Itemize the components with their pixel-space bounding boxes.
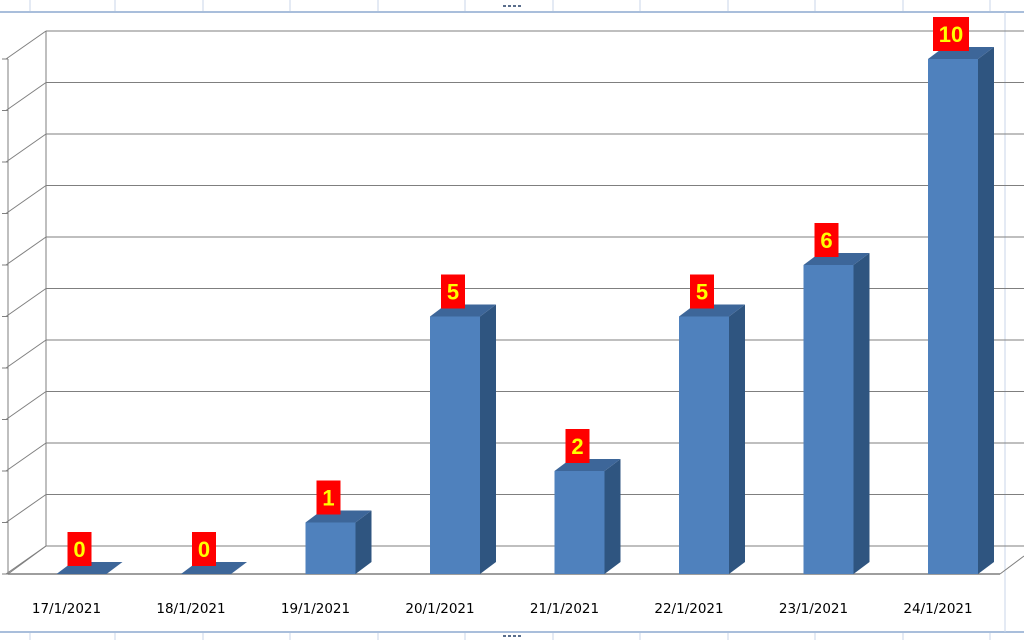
bar-front [305,522,356,574]
x-tick-label: 24/1/2021 [903,601,972,617]
chart-bars [56,47,994,574]
data-label-box [316,480,341,515]
data-label-box [814,223,839,257]
data-label-text: 2 [571,434,583,459]
data-label-text: 5 [696,280,708,305]
resize-handle-dot [503,5,506,7]
bar-front [803,265,854,574]
data-label: 5 [441,274,465,309]
data-label-box [67,532,92,566]
data-label: 6 [814,223,839,257]
resize-handle[interactable] [503,635,521,637]
bar-side [604,459,621,574]
data-label: 10 [933,17,969,51]
bar [554,459,621,574]
data-label-box [441,274,465,309]
data-label-text: 0 [73,537,85,562]
resize-handle-dot [508,635,511,637]
data-label-text: 6 [820,228,832,253]
x-tick-label: 22/1/2021 [654,601,723,617]
bar [928,47,994,574]
data-label: 1 [316,480,341,515]
data-label: 2 [565,429,590,463]
bar [679,304,745,574]
gridline-side [5,494,47,523]
data-label-box [565,429,590,463]
x-axis-tick-labels: 17/1/2021 18/1/2021 19/1/2021 20/1/2021 21/1… [32,601,973,617]
data-label-text: 1 [322,486,334,511]
data-label: 5 [690,274,714,309]
gridline-side [5,185,47,214]
resize-handle-dot [513,635,516,637]
resize-handle-dot [518,5,521,7]
data-labels: 0 0 1 5 2 5 6 10 [67,17,969,566]
bar [803,253,870,574]
bar-side [978,47,994,574]
gridline-side [5,545,47,575]
gridline-side [5,30,47,60]
bar-front [679,316,729,574]
data-label-text: 5 [447,280,459,305]
gridline-side [5,82,47,111]
resize-handle-dot [513,5,516,7]
bar-side [355,510,372,574]
gridline-side [5,236,47,266]
data-label-text: 10 [939,22,963,47]
x-tick-label: 17/1/2021 [32,601,101,617]
data-label-box [192,532,216,566]
bar-front [928,59,978,574]
bar-front [554,471,605,574]
x-tick-label: 18/1/2021 [156,601,225,617]
bar-side [853,253,870,574]
resize-handle-dot [518,635,521,637]
x-tick-label: 20/1/2021 [405,601,474,617]
bar-front [430,316,480,574]
gridline-side [5,391,47,420]
bar [305,510,372,574]
gridline-side [5,133,47,163]
data-label-text: 0 [198,537,210,562]
bar [430,304,496,574]
data-label: 0 [192,532,216,566]
chart-gridlines [2,30,1024,575]
data-label-box [690,274,714,309]
bar-side [480,304,496,574]
data-label: 0 [67,532,92,566]
gridline-side [5,442,47,472]
resize-handle-dot [503,635,506,637]
x-tick-label: 21/1/2021 [530,601,599,617]
gridline-side [5,288,47,317]
resize-handles[interactable] [503,5,521,637]
gridline-side [5,339,47,369]
floor-edge-right [999,555,1024,575]
x-tick-label: 19/1/2021 [281,601,350,617]
x-tick-label: 23/1/2021 [779,601,848,617]
data-label-box [933,17,969,51]
resize-handle-dot [508,5,511,7]
bar-side [729,304,745,574]
resize-handle[interactable] [503,5,521,7]
